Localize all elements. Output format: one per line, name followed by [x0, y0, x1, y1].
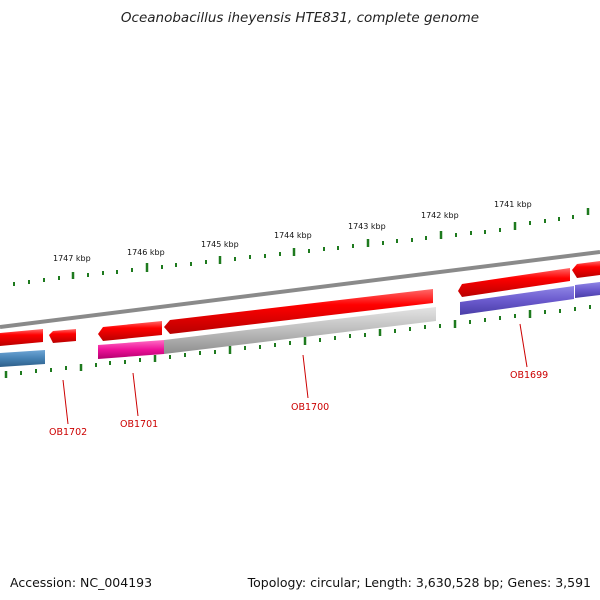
scale-label-1747: 1747 kbp: [53, 254, 91, 263]
genome-backbone: [0, 250, 600, 329]
cds-arrow-ob1702-left: [0, 329, 43, 346]
leader-ob1700: [302, 354, 309, 399]
gene-label-ob1701: OB1701: [120, 419, 158, 430]
leader-ob1701: [132, 372, 139, 417]
cds-arrow-ob1702: [49, 329, 76, 343]
leader-ob1699: [519, 323, 528, 368]
inner-tick-track: [4, 305, 591, 378]
cds-track: [0, 261, 600, 346]
scale-label-1744: 1744 kbp: [274, 231, 312, 240]
cog-bar-purple: [460, 286, 574, 315]
gene-label-ob1702: OB1702: [49, 427, 87, 438]
accession-text: Accession: NC_004193: [10, 575, 153, 590]
gene-label-ob1699: OB1699: [510, 370, 548, 381]
leader-ob1702: [62, 379, 69, 425]
scale-label-1745: 1745 kbp: [201, 240, 239, 249]
cds-arrow-ob1699: [458, 268, 570, 297]
cog-bar-magenta: [98, 340, 164, 359]
cds-arrow-next: [572, 261, 600, 278]
cog-bar-gray: [164, 307, 436, 354]
cds-arrow-ob1700: [164, 289, 433, 334]
scale-label-1746: 1746 kbp: [127, 248, 165, 257]
scale-label-1741: 1741 kbp: [494, 200, 532, 209]
genome-stats-text: Topology: circular; Length: 3,630,528 bp…: [247, 575, 591, 590]
scale-label-1742: 1742 kbp: [421, 211, 459, 220]
cog-track: [0, 282, 600, 367]
cds-arrow-ob1701: [98, 321, 162, 341]
outer-tick-track: [13, 208, 590, 286]
gene-leader-lines: [62, 323, 528, 425]
map-title: Oceanobacillus iheyensis HTE831, complet…: [120, 10, 480, 26]
cog-bar-purple-edge: [575, 282, 600, 298]
cog-bar-blue: [0, 350, 45, 367]
gene-label-ob1700: OB1700: [291, 402, 329, 413]
scale-label-1743: 1743 kbp: [348, 222, 386, 231]
